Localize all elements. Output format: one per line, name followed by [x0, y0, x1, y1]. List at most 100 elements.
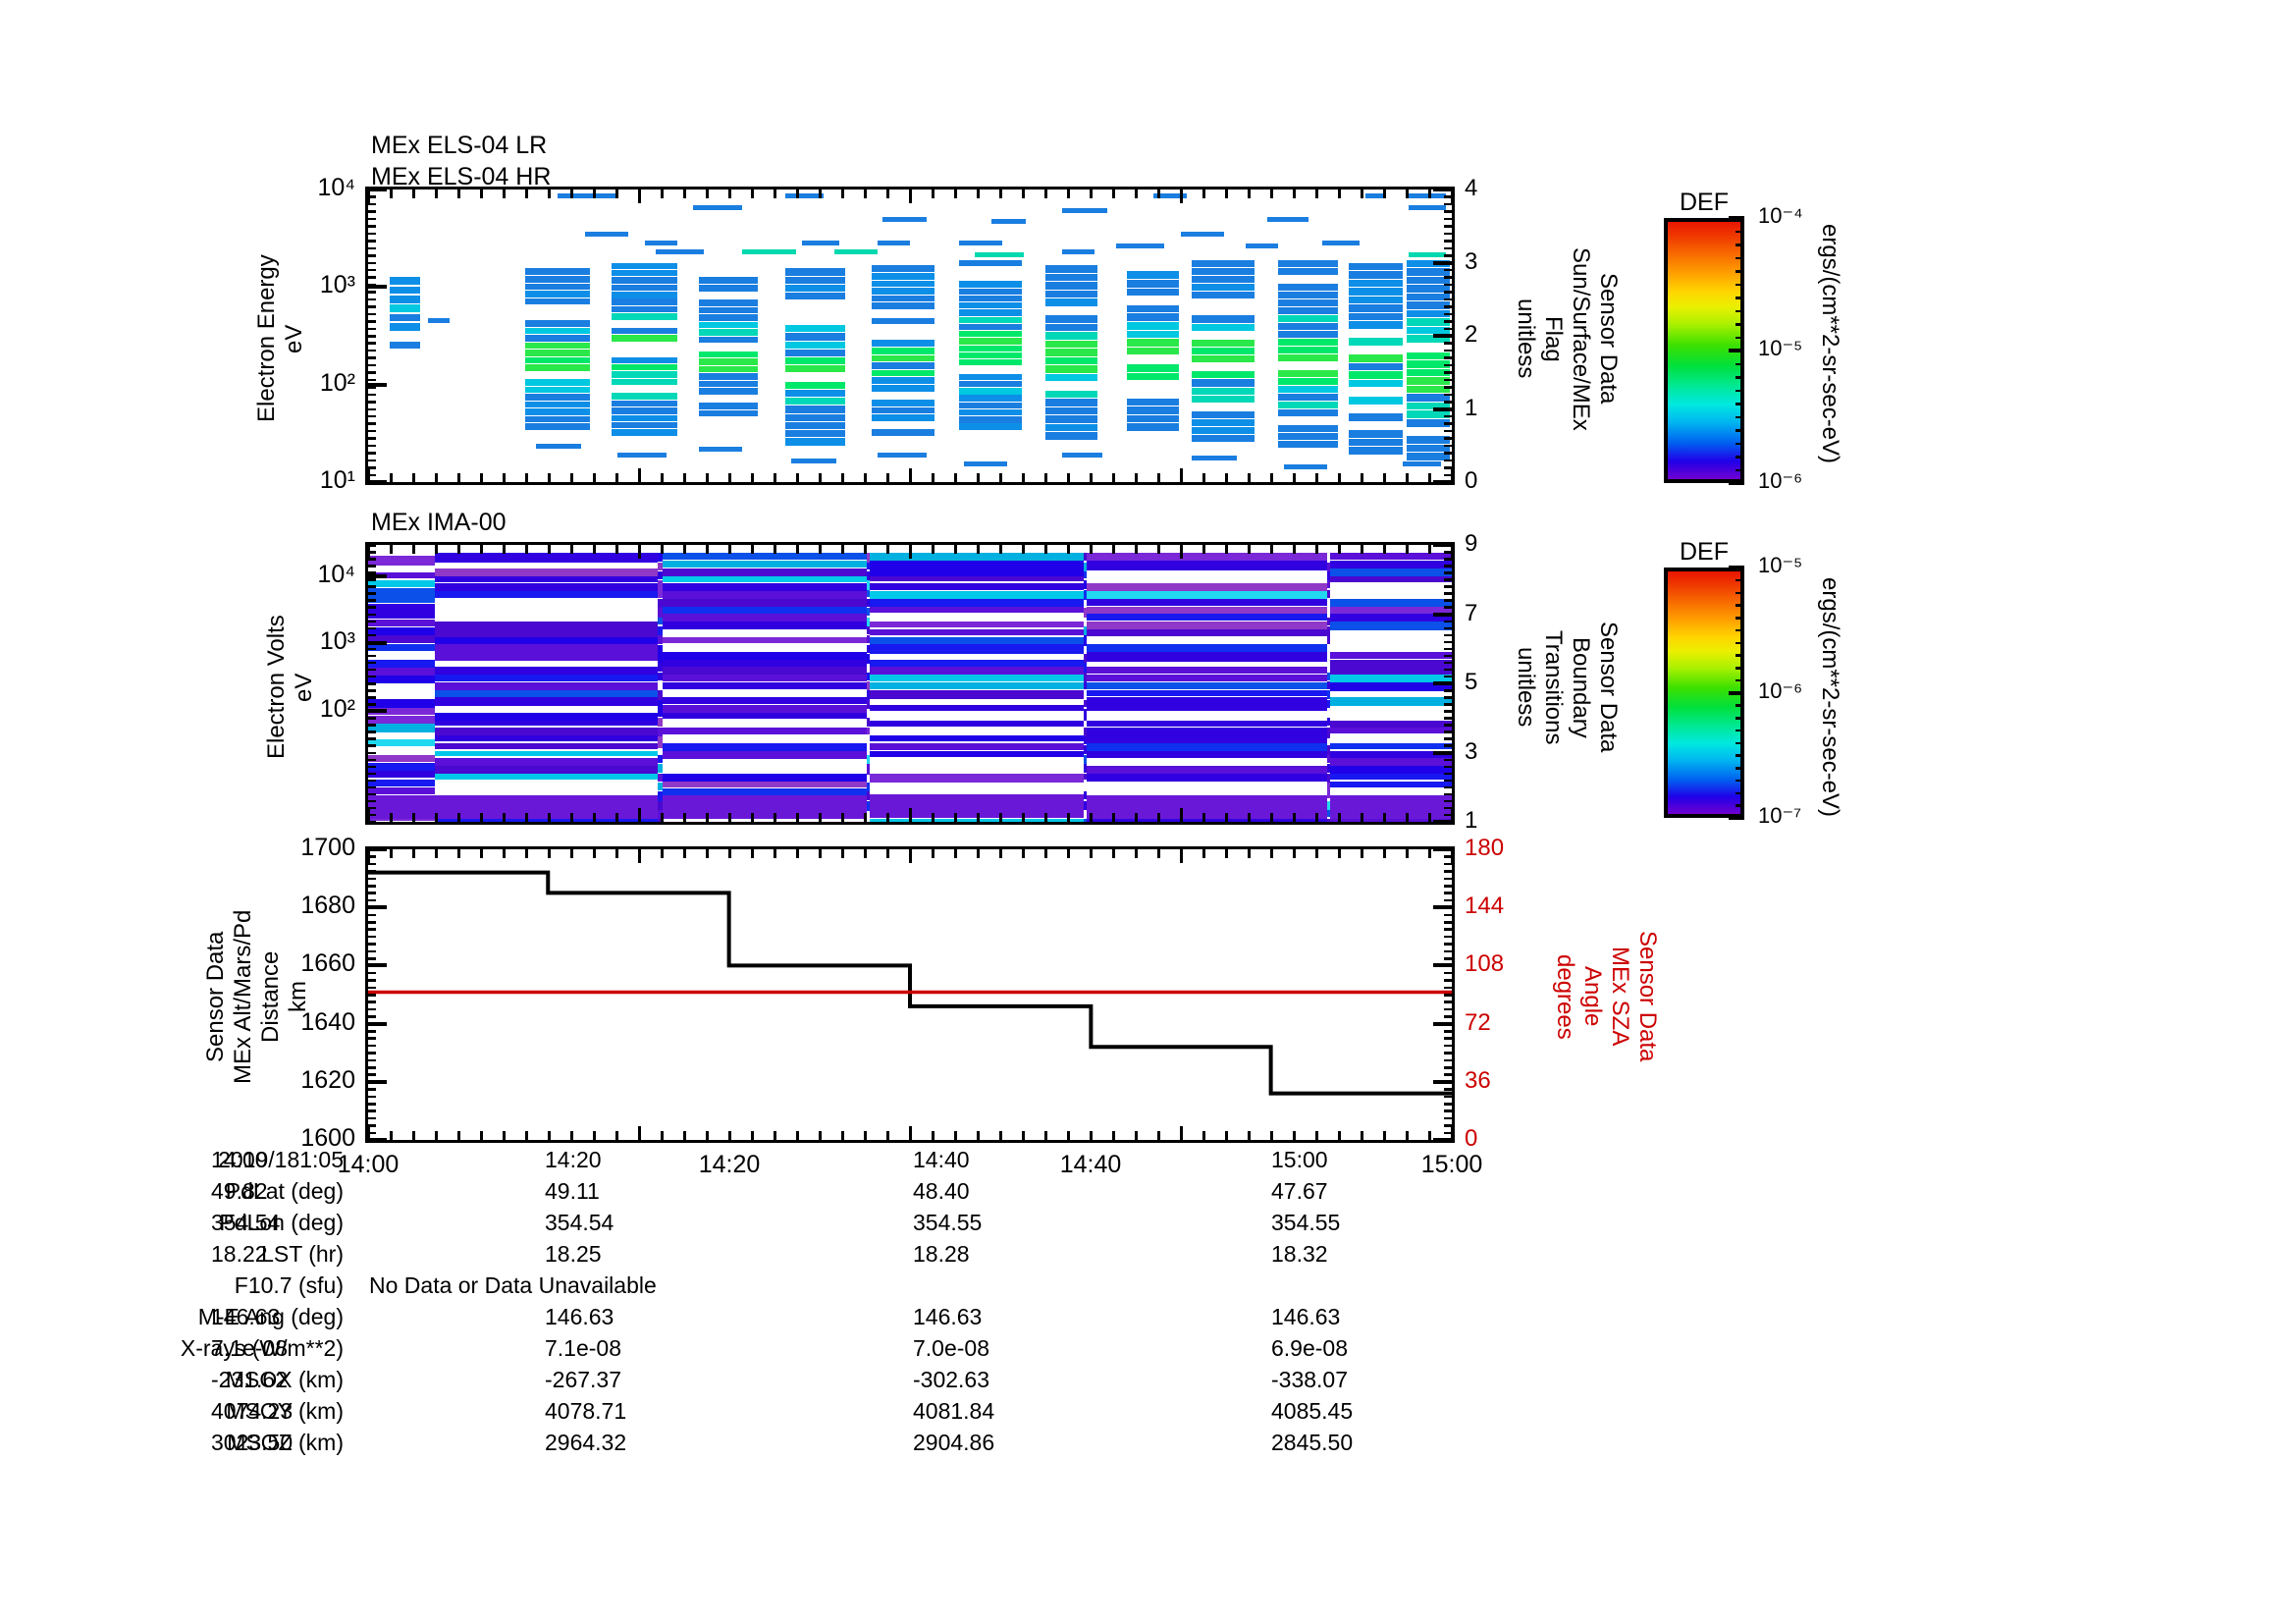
- spectrogram-band: [958, 295, 1022, 302]
- spectrogram-band: [1406, 360, 1450, 368]
- spectrogram-band: [1192, 427, 1255, 435]
- spectrogram-band: [1327, 745, 1331, 758]
- footer-cell: 49.11: [545, 1178, 600, 1204]
- spectrogram-band: [872, 265, 935, 273]
- spectrogram-band: [390, 313, 420, 322]
- spectrogram-band: [698, 284, 759, 292]
- spectrogram-band: [1327, 764, 1331, 774]
- spectrogram-band: [435, 636, 658, 645]
- footer-cell: 354.55: [913, 1210, 983, 1235]
- spectrogram-band: [663, 575, 867, 583]
- spectrogram-band: [958, 259, 1022, 266]
- spectrogram-band: [435, 568, 658, 578]
- spectrogram-band: [368, 612, 436, 619]
- spectrogram-band: [958, 309, 1022, 316]
- spectrogram-band: [525, 394, 591, 401]
- spectrogram-band: [1126, 271, 1179, 279]
- spectrogram-band: [435, 766, 658, 775]
- spectrogram-band: [525, 350, 591, 356]
- spectrogram-band: [1083, 773, 1087, 781]
- spectrogram-band: [785, 333, 845, 341]
- spectrogram-band: [882, 217, 927, 223]
- spectrogram-band: [1408, 193, 1447, 199]
- spectrogram-band: [657, 635, 664, 645]
- footer-cell: -302.63: [913, 1367, 990, 1392]
- panel-alt-left-axis-label-line3: Distance: [257, 950, 284, 1043]
- panel-els-right-axis-label-line3: Flag: [1540, 315, 1567, 362]
- panel-ima-left-axis-label-line1: Electron Volts: [263, 615, 290, 760]
- spectrogram-band: [612, 277, 677, 284]
- panel-ima-axis-right-tick-label: 5: [1465, 669, 1478, 695]
- spectrogram-band: [1086, 667, 1328, 674]
- spectrogram-band: [1327, 681, 1331, 689]
- spectrogram-band: [657, 764, 664, 774]
- footer-cell: -267.37: [545, 1367, 622, 1392]
- spectrogram-band: [870, 705, 1084, 712]
- spectrogram-band: [1192, 355, 1255, 363]
- spectrogram-band: [1086, 591, 1328, 601]
- spectrogram-band: [1045, 265, 1097, 273]
- footer-cell: 18.22: [211, 1241, 268, 1267]
- spectrogram-band: [866, 617, 871, 627]
- spectrogram-band: [870, 636, 1084, 645]
- spectrogram-band: [1083, 608, 1087, 618]
- spectrogram-band: [872, 362, 935, 369]
- spectrogram-band: [612, 292, 677, 298]
- colorbar-ima-unit: ergs/(cm**2-sr-sec-eV): [1816, 550, 1843, 844]
- spectrogram-band: [1406, 259, 1450, 268]
- spectrogram-band: [435, 773, 658, 780]
- spectrogram-band: [698, 277, 759, 284]
- spectrogram-band: [1192, 259, 1255, 267]
- spectrogram-band: [958, 331, 1022, 338]
- spectrogram-band: [1327, 635, 1331, 644]
- spectrogram-band: [612, 414, 677, 422]
- spectrogram-band: [1083, 580, 1087, 590]
- spectrogram-band: [1083, 764, 1087, 773]
- footer-cell: 4081.84: [913, 1398, 995, 1424]
- spectrogram-band: [866, 718, 871, 727]
- spectrogram-band: [1181, 232, 1225, 237]
- spectrogram-band: [698, 358, 759, 365]
- spectrogram-band: [1045, 390, 1097, 399]
- spectrogram-band: [368, 643, 436, 651]
- spectrogram-band: [657, 819, 664, 822]
- spectrogram-band: [1061, 453, 1103, 458]
- footer-cell: 18.32: [1271, 1241, 1328, 1267]
- spectrogram-band: [1330, 795, 1452, 820]
- spectrogram-band: [1406, 368, 1450, 377]
- spectrogram-band: [698, 447, 742, 452]
- spectrogram-band: [657, 690, 664, 702]
- spectrogram-band: [1330, 766, 1452, 775]
- spectrogram-band: [1330, 758, 1452, 768]
- spectrogram-band: [1327, 690, 1331, 699]
- footer-cell: 2964.32: [545, 1430, 627, 1455]
- spectrogram-band: [1192, 395, 1255, 403]
- panel-ima-right-axis-label-line3: Transitions: [1540, 629, 1567, 745]
- spectrogram-band: [866, 562, 871, 570]
- spectrogram-band: [435, 720, 658, 727]
- spectrogram-band: [1086, 675, 1328, 682]
- footer-cell: 4078.71: [545, 1398, 627, 1424]
- spectrogram-band: [1349, 296, 1404, 304]
- spectrogram-band: [870, 675, 1084, 681]
- spectrogram-band: [1330, 750, 1452, 760]
- panel-alt-right-axis-label-line3: Angle: [1579, 966, 1606, 1027]
- spectrogram-band: [663, 788, 867, 798]
- footer-cell: 146.63: [913, 1304, 983, 1329]
- spectrogram-band: [1408, 205, 1447, 211]
- spectrogram-band: [866, 754, 871, 765]
- spectrogram-band: [1083, 672, 1087, 681]
- spectrogram-band: [1278, 369, 1339, 378]
- spectrogram-band: [1327, 718, 1331, 727]
- footer-cell: 354.54: [211, 1210, 281, 1235]
- spectrogram-band: [368, 699, 436, 708]
- spectrogram-band: [1086, 819, 1328, 822]
- spectrogram-band: [1126, 364, 1179, 372]
- colorbar-els: [1664, 218, 1744, 483]
- spectrogram-band: [958, 359, 1022, 366]
- spectrogram-band: [1406, 309, 1450, 318]
- spectrogram-band: [435, 575, 658, 583]
- panel-els-axis-right-tick-label: 4: [1465, 175, 1478, 201]
- spectrogram-band: [1086, 614, 1328, 621]
- spectrogram-band: [958, 416, 1022, 423]
